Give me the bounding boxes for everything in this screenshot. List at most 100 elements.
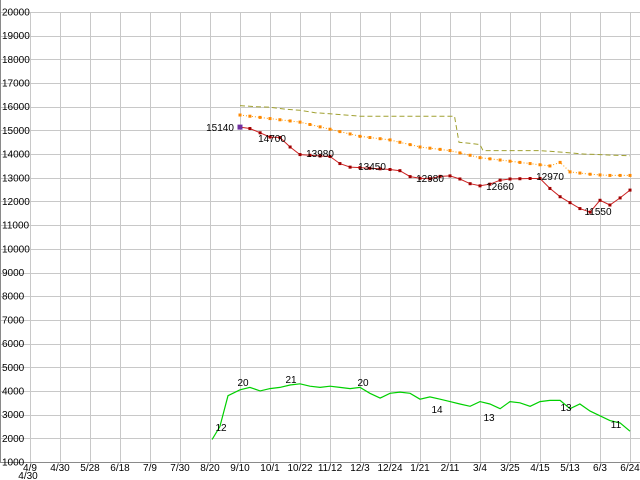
y-tick-label: 5000: [2, 363, 25, 374]
count-label: 21: [285, 375, 297, 386]
min-price-marker: [628, 188, 632, 192]
series-store-count: [211, 383, 631, 440]
x-tick-label: 4/15: [530, 463, 550, 474]
min-price-marker: [408, 175, 412, 179]
x-tick-label-second-row: 4/30: [18, 471, 38, 480]
avg-price-marker: [348, 132, 352, 136]
min-price-marker: [458, 177, 462, 181]
count-label: 13: [483, 413, 495, 424]
min-price-marker: [298, 153, 302, 157]
x-tick-label: 2/11: [441, 463, 460, 474]
y-tick-label: 11000: [2, 221, 30, 232]
min-price-marker: [358, 166, 362, 170]
min-price-marker: [558, 195, 562, 199]
min-price-marker: [308, 153, 312, 157]
min-price-marker: [248, 127, 252, 131]
x-axis-labels: 4/9 4/30 5/28 6/18 7/9 7/30 8/20 9/10 10/1 10/22 1…: [18, 463, 640, 480]
price-label: 13450: [358, 162, 386, 173]
price-label: 12980: [416, 174, 444, 185]
avg-price-marker: [518, 160, 522, 164]
axes: [0, 0, 640, 463]
avg-price-marker: [568, 170, 572, 174]
y-tick-label: 15000: [2, 126, 30, 137]
x-tick-label: 10/22: [287, 463, 312, 474]
y-tick-label: 2000: [2, 434, 25, 445]
avg-price-marker: [608, 173, 612, 177]
y-tick-label: 8000: [2, 292, 25, 303]
avg-price-marker: [298, 120, 302, 124]
x-tick-label: 9/10: [230, 463, 250, 474]
min-price-marker: [348, 165, 352, 169]
avg-price-marker: [458, 151, 462, 155]
avg-price-marker: [388, 138, 392, 142]
y-tick-label: 14000: [2, 150, 30, 161]
avg-price-marker: [548, 164, 552, 168]
min-price-marker: [468, 182, 472, 186]
y-tick-label: 3000: [2, 410, 25, 421]
min-price-marker: [478, 184, 482, 188]
avg-price-marker: [268, 117, 272, 121]
count-label: 20: [237, 378, 249, 389]
x-tick-label: 12/24: [377, 463, 402, 474]
min-price-marker: [338, 162, 342, 166]
min-price-marker: [528, 177, 532, 180]
min-price-marker: [588, 210, 592, 214]
min-price-marker: [598, 198, 602, 202]
count-label: 20: [357, 378, 369, 389]
avg-price-marker: [288, 119, 292, 123]
series-start-marker: [237, 124, 243, 130]
y-tick-label: 17000: [2, 79, 30, 90]
avg-price-marker: [428, 146, 432, 150]
min-price-marker: [518, 177, 522, 181]
x-tick-label: 1/21: [410, 463, 430, 474]
min-price-marker: [548, 186, 552, 190]
min-price-marker: [378, 167, 382, 171]
avg-price-marker: [248, 114, 252, 118]
price-label: 11550: [584, 207, 612, 218]
min-price-marker: [498, 178, 502, 182]
avg-price-marker: [408, 143, 412, 147]
count-label: 13: [560, 403, 572, 414]
min-price-marker: [538, 177, 542, 180]
avg-price-marker: [328, 127, 332, 131]
store-count-labels: 12 20 21 20 14 13 13 11: [215, 375, 621, 434]
avg-price-marker: [598, 173, 602, 177]
min-price-marker: [418, 176, 422, 180]
y-tick-label: 16000: [2, 102, 30, 113]
x-tick-label: 12/3: [350, 463, 370, 474]
gridlines: [0, 12, 640, 463]
x-tick-label: 10/1: [260, 463, 280, 474]
min-price-marker: [318, 154, 322, 158]
min-price-marker: [388, 168, 392, 171]
x-tick-label: 5/13: [560, 463, 580, 474]
price-label: 13980: [306, 149, 334, 160]
avg-price-marker: [588, 172, 592, 176]
x-tick-label: 8/20: [200, 463, 220, 474]
avg-price-marker: [418, 145, 422, 149]
avg-price-marker: [238, 113, 242, 117]
y-tick-label: 13000: [2, 173, 30, 184]
min-price-marker: [618, 196, 622, 200]
min-price-marker: [288, 145, 292, 149]
avg-price-marker: [528, 162, 532, 166]
series-min-price: [238, 125, 632, 214]
y-tick-label: 19000: [2, 31, 30, 42]
y-tick-label: 9000: [2, 268, 25, 279]
min-price-marker: [268, 135, 272, 139]
x-tick-label: 5/28: [80, 463, 100, 474]
x-tick-label: 7/9: [143, 463, 157, 474]
price-label: 12970: [536, 172, 564, 183]
x-tick-label: 7/30: [170, 463, 190, 474]
avg-price-marker: [578, 171, 582, 175]
y-tick-label: 10000: [2, 244, 30, 255]
min-price-marker: [438, 174, 442, 178]
avg-price-marker: [558, 160, 562, 164]
y-axis-labels: 20000 19000 18000 17000 16000 15000 14000 13000…: [2, 8, 30, 469]
avg-price-marker: [338, 130, 342, 134]
x-tick-label: 6/18: [110, 463, 130, 474]
x-tick-label: 6/24: [620, 463, 640, 474]
min-price-marker: [508, 177, 512, 181]
avg-price-marker: [438, 147, 442, 151]
